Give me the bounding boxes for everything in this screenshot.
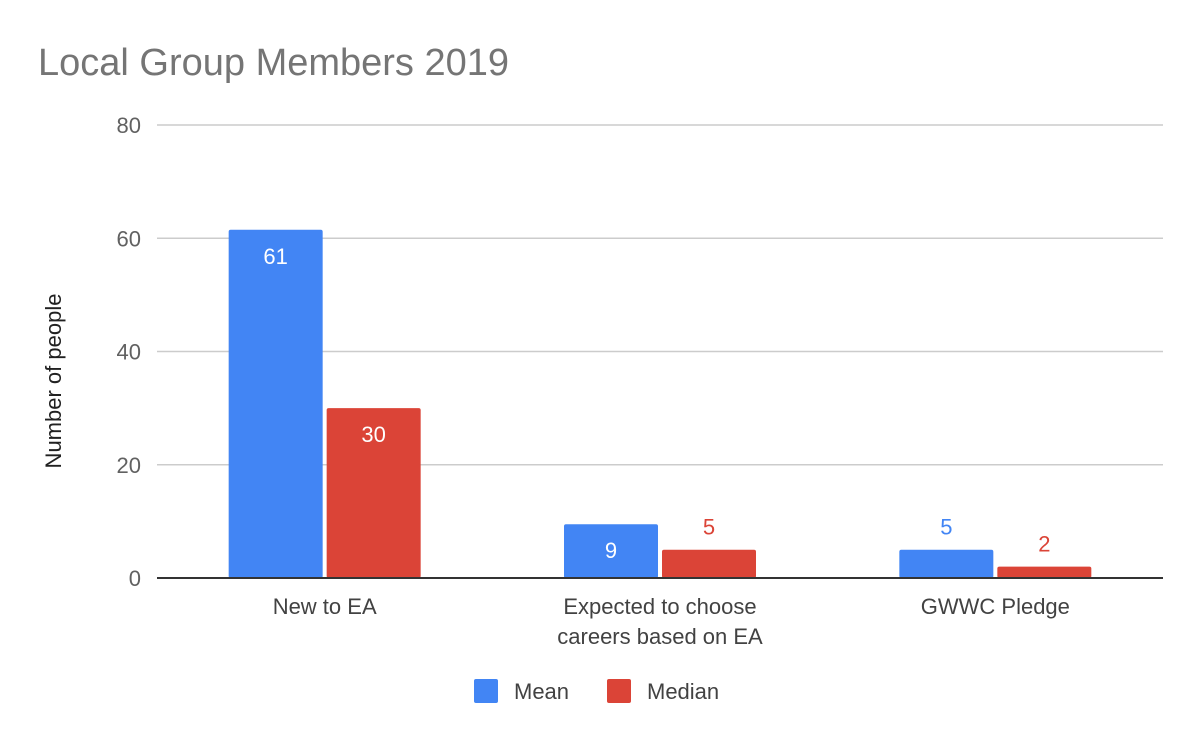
data-label: 5 (703, 515, 715, 540)
bar-mean (228, 229, 323, 578)
bars (228, 229, 1092, 578)
legend-label-median: Median (647, 679, 719, 704)
legend: Mean Median (474, 679, 719, 704)
data-label: 30 (361, 422, 385, 447)
y-tick-label: 0 (129, 566, 141, 591)
legend-swatch-mean (474, 679, 498, 703)
bar-median (326, 408, 421, 578)
data-label: 2 (1038, 532, 1050, 557)
data-label: 61 (263, 244, 287, 269)
y-tick-label: 80 (117, 113, 141, 138)
y-axis-label: Number of people (41, 294, 66, 469)
x-tick-label: Expected to choose (563, 594, 756, 619)
gridlines: 0 20 40 60 80 (117, 113, 1163, 591)
bar-mean (899, 549, 994, 578)
y-tick-label: 60 (117, 226, 141, 251)
legend-swatch-median (607, 679, 631, 703)
bar-mean (564, 524, 658, 578)
legend-label-mean: Mean (514, 679, 569, 704)
bar-median (997, 566, 1092, 578)
data-label: 5 (940, 515, 952, 540)
data-labels: 61 30 9 5 5 2 (263, 244, 1050, 563)
x-tick-label: careers based on EA (557, 624, 763, 649)
y-tick-label: 40 (117, 340, 141, 365)
x-tick-label: New to EA (273, 594, 377, 619)
y-tick-label: 20 (117, 453, 141, 478)
bar-median (662, 549, 756, 578)
chart-title: Local Group Members 2019 (38, 42, 509, 84)
data-label: 9 (605, 538, 617, 563)
x-tick-label: GWWC Pledge (921, 594, 1070, 619)
x-axis: New to EA Expected to choose careers based… (157, 577, 1163, 649)
